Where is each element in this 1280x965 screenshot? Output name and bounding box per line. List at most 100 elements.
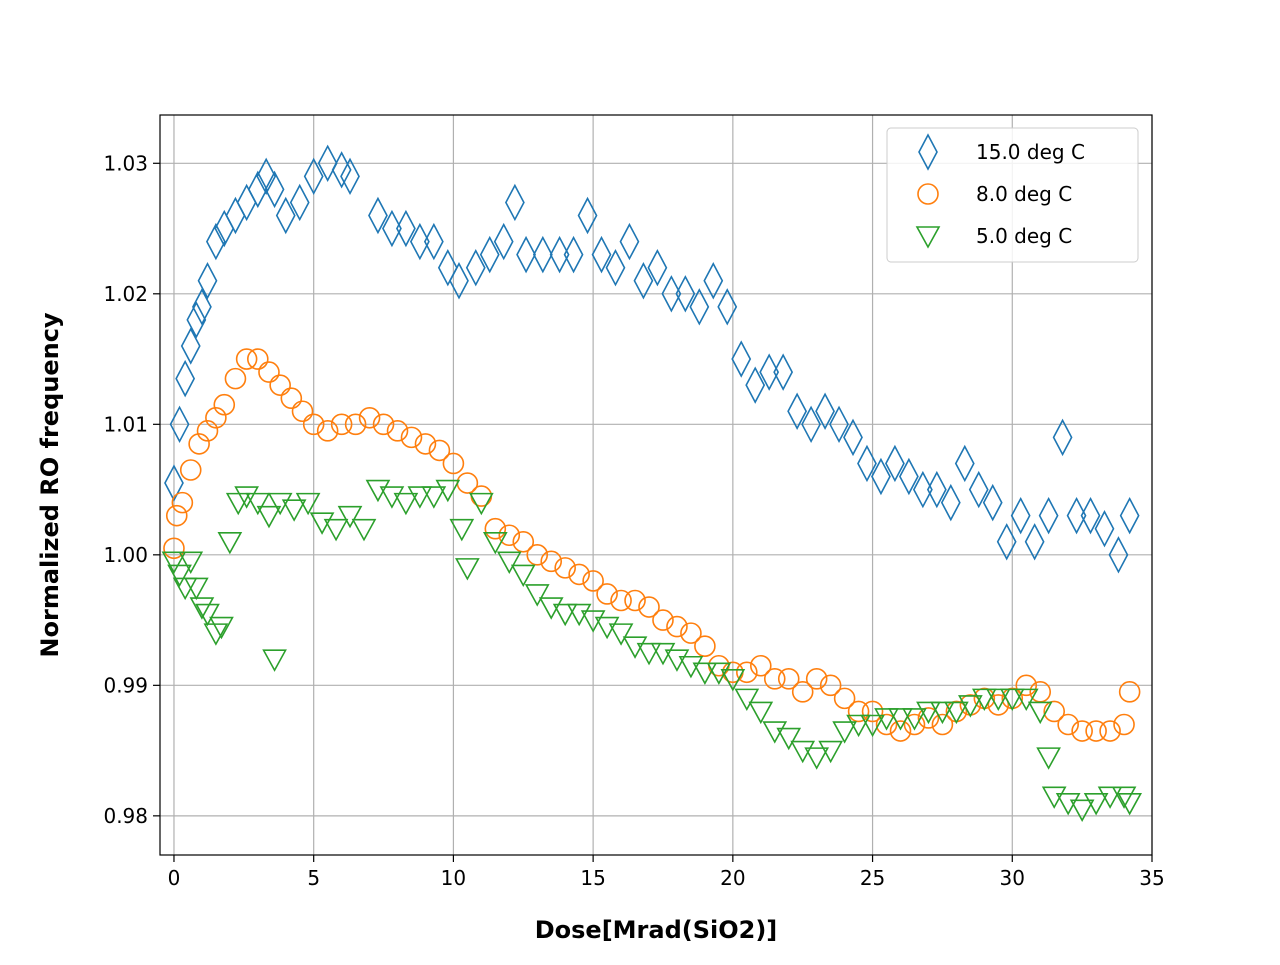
data-point xyxy=(428,439,451,462)
data-point xyxy=(819,674,842,697)
series-5-0-deg-c xyxy=(161,479,1143,822)
data-point xyxy=(736,661,758,684)
data-point xyxy=(435,479,461,503)
data-point xyxy=(498,524,521,547)
data-point xyxy=(833,687,856,710)
legend-marker xyxy=(915,226,941,249)
data-point xyxy=(262,649,287,672)
data-point xyxy=(610,589,632,612)
data-point xyxy=(275,196,296,235)
data-point xyxy=(186,301,207,339)
data-point xyxy=(1071,720,1093,742)
data-point xyxy=(317,144,338,182)
data-point xyxy=(1094,510,1115,548)
data-point xyxy=(985,688,1011,712)
data-point xyxy=(703,262,724,300)
data-point xyxy=(1119,496,1140,535)
data-point xyxy=(281,499,307,522)
data-point xyxy=(196,420,219,442)
data-point xyxy=(167,564,192,588)
data-point xyxy=(205,406,227,429)
data-point xyxy=(1080,496,1101,535)
data-point xyxy=(987,694,1010,716)
data-point xyxy=(1111,786,1137,809)
data-point xyxy=(694,635,716,657)
data-point xyxy=(344,413,367,436)
data-point xyxy=(763,668,786,690)
data-point xyxy=(179,459,202,481)
data-layer xyxy=(161,144,1143,822)
data-point xyxy=(180,327,201,365)
y-tick-label: 1.00 xyxy=(103,543,148,567)
data-point xyxy=(291,400,314,423)
data-point xyxy=(256,505,282,529)
data-point xyxy=(633,262,654,300)
data-point xyxy=(465,248,486,287)
data-point xyxy=(269,374,291,396)
data-point xyxy=(192,288,212,326)
data-point xyxy=(563,235,584,274)
data-point xyxy=(400,426,423,449)
data-point xyxy=(510,564,536,588)
data-point xyxy=(875,713,898,736)
x-axis-title: Dose[Mrad(SiO2)] xyxy=(535,916,778,944)
data-point xyxy=(619,222,640,261)
y-tick-label: 1.02 xyxy=(103,282,148,306)
data-point xyxy=(395,209,416,248)
data-point xyxy=(804,747,830,770)
data-point xyxy=(605,248,626,287)
data-point xyxy=(968,470,989,509)
data-point xyxy=(235,348,258,370)
data-point xyxy=(636,642,662,666)
data-point xyxy=(209,616,234,640)
data-point xyxy=(225,492,251,516)
data-point xyxy=(512,530,535,553)
data-point xyxy=(1010,496,1031,535)
data-point xyxy=(931,713,954,736)
data-point xyxy=(340,157,360,196)
legend: 15.0 deg C 8.0 deg C 5.0 deg C xyxy=(886,127,1139,263)
data-point xyxy=(195,603,220,627)
data-point xyxy=(393,492,419,516)
data-point xyxy=(888,708,913,731)
data-point xyxy=(912,470,933,509)
tick-layer: 0 5 10 15 20 25 30 35 0.98 0.99 1.00 1.01 1.02 1.03 xyxy=(103,151,1164,890)
x-tick-label: 0 xyxy=(168,866,181,890)
data-point xyxy=(675,275,696,313)
legend-marker xyxy=(918,133,938,171)
data-point xyxy=(1097,786,1123,809)
data-point xyxy=(540,550,563,573)
data-point xyxy=(358,406,381,429)
data-point xyxy=(171,491,194,514)
data-point xyxy=(843,418,863,457)
data-point xyxy=(832,721,857,744)
data-point xyxy=(638,596,660,618)
data-point xyxy=(175,359,196,398)
data-point xyxy=(829,405,849,444)
x-tick-label: 20 xyxy=(720,866,745,890)
data-point xyxy=(680,622,702,644)
data-point xyxy=(351,518,377,542)
data-point xyxy=(1015,674,1038,697)
data-point xyxy=(1027,701,1053,725)
data-point xyxy=(749,654,772,677)
data-point xyxy=(205,222,226,261)
data-point xyxy=(1024,523,1045,561)
data-point xyxy=(316,420,339,442)
data-point xyxy=(745,366,766,404)
data-point xyxy=(889,720,912,742)
data-point xyxy=(303,157,324,196)
data-point xyxy=(717,288,738,326)
data-point xyxy=(916,701,941,725)
data-point xyxy=(289,183,310,222)
data-point xyxy=(442,452,465,475)
data-point xyxy=(245,492,271,516)
data-point xyxy=(493,222,514,261)
data-point xyxy=(468,492,494,516)
data-point xyxy=(1083,792,1109,816)
data-point xyxy=(861,700,884,723)
data-point xyxy=(857,444,877,483)
data-point xyxy=(734,688,760,712)
